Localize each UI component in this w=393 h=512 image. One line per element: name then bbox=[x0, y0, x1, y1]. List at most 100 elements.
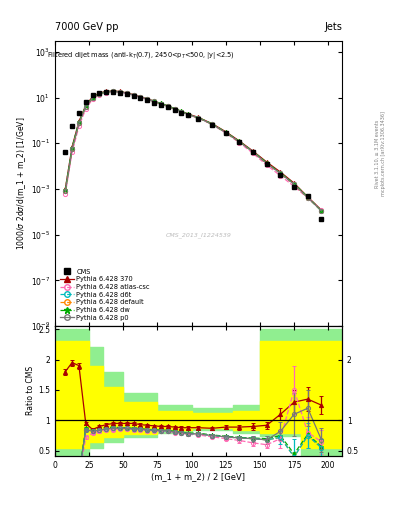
Pythia 6.428 p0 bbox=[251, 149, 255, 155]
Pythia 6.428 dw bbox=[90, 95, 95, 101]
Pythia 6.428 p0 bbox=[224, 130, 228, 136]
Pythia 6.428 default bbox=[172, 106, 177, 112]
Pythia 6.428 d6t bbox=[77, 120, 81, 126]
Pythia 6.428 dw bbox=[251, 148, 255, 155]
Line: Pythia 6.428 p0: Pythia 6.428 p0 bbox=[63, 90, 323, 213]
Pythia 6.428 dw bbox=[319, 208, 324, 214]
Pythia 6.428 370 bbox=[186, 111, 191, 117]
Text: Rivet 3.1.10, ≥ 3.1M events: Rivet 3.1.10, ≥ 3.1M events bbox=[375, 119, 380, 188]
Pythia 6.428 370 bbox=[63, 186, 68, 192]
Pythia 6.428 default bbox=[264, 160, 269, 166]
Pythia 6.428 dw bbox=[152, 98, 156, 104]
Pythia 6.428 p0 bbox=[111, 89, 116, 95]
Pythia 6.428 p0 bbox=[319, 208, 324, 214]
Pythia 6.428 370 bbox=[118, 89, 122, 95]
Pythia 6.428 p0 bbox=[125, 90, 129, 96]
Pythia 6.428 370 bbox=[152, 98, 156, 104]
Pythia 6.428 default bbox=[118, 89, 122, 95]
Pythia 6.428 dw bbox=[292, 181, 296, 187]
Pythia 6.428 d6t bbox=[97, 91, 102, 97]
Pythia 6.428 default bbox=[145, 96, 150, 102]
Pythia 6.428 d6t bbox=[145, 96, 150, 102]
Pythia 6.428 dw bbox=[77, 119, 81, 125]
Pythia 6.428 d6t bbox=[278, 170, 283, 177]
Pythia 6.428 dw bbox=[70, 144, 74, 151]
Pythia 6.428 default bbox=[70, 146, 74, 152]
Pythia 6.428 370 bbox=[305, 194, 310, 200]
Pythia 6.428 dw bbox=[125, 90, 129, 96]
Pythia 6.428 p0 bbox=[145, 96, 150, 102]
Text: Jets: Jets bbox=[324, 23, 342, 32]
Pythia 6.428 default bbox=[186, 112, 191, 118]
Pythia 6.428 atlas-csc bbox=[152, 99, 156, 105]
Pythia 6.428 default bbox=[131, 92, 136, 98]
Pythia 6.428 370 bbox=[237, 138, 242, 144]
Pythia 6.428 p0 bbox=[196, 115, 201, 121]
Y-axis label: Ratio to CMS: Ratio to CMS bbox=[26, 366, 35, 415]
Pythia 6.428 d6t bbox=[118, 89, 122, 95]
Pythia 6.428 370 bbox=[70, 144, 74, 150]
Pythia 6.428 atlas-csc bbox=[237, 140, 242, 146]
Pythia 6.428 d6t bbox=[83, 103, 88, 110]
Pythia 6.428 atlas-csc bbox=[158, 101, 163, 107]
Line: Pythia 6.428 d6t: Pythia 6.428 d6t bbox=[63, 90, 323, 213]
Pythia 6.428 d6t bbox=[224, 130, 228, 136]
Pythia 6.428 d6t bbox=[165, 103, 170, 109]
Pythia 6.428 atlas-csc bbox=[210, 121, 215, 127]
Pythia 6.428 dw bbox=[138, 94, 143, 100]
Pythia 6.428 default bbox=[224, 130, 228, 136]
Pythia 6.428 atlas-csc bbox=[97, 92, 102, 98]
Pythia 6.428 default bbox=[63, 188, 68, 194]
Text: mcplots.cern.ch [arXiv:1306.3436]: mcplots.cern.ch [arXiv:1306.3436] bbox=[381, 111, 386, 196]
Pythia 6.428 atlas-csc bbox=[70, 150, 74, 156]
Pythia 6.428 370 bbox=[83, 102, 88, 109]
Pythia 6.428 atlas-csc bbox=[319, 207, 324, 213]
Pythia 6.428 dw bbox=[111, 88, 116, 94]
Line: Pythia 6.428 atlas-csc: Pythia 6.428 atlas-csc bbox=[63, 90, 323, 212]
Pythia 6.428 default bbox=[196, 115, 201, 121]
Y-axis label: 1000/$\sigma$ 2d$\sigma$/d(m_1 + m_2) [1/GeV]: 1000/$\sigma$ 2d$\sigma$/d(m_1 + m_2) [1… bbox=[15, 117, 28, 250]
Pythia 6.428 370 bbox=[224, 129, 228, 135]
Pythia 6.428 d6t bbox=[305, 195, 310, 201]
Text: CMS_2013_I1224539: CMS_2013_I1224539 bbox=[165, 232, 231, 238]
Pythia 6.428 default bbox=[158, 101, 163, 107]
Pythia 6.428 d6t bbox=[70, 146, 74, 152]
Pythia 6.428 atlas-csc bbox=[165, 103, 170, 110]
Pythia 6.428 p0 bbox=[158, 101, 163, 107]
Pythia 6.428 default bbox=[237, 139, 242, 145]
Pythia 6.428 p0 bbox=[131, 92, 136, 98]
Pythia 6.428 atlas-csc bbox=[278, 173, 283, 179]
Pythia 6.428 p0 bbox=[305, 195, 310, 201]
Pythia 6.428 p0 bbox=[165, 103, 170, 109]
Pythia 6.428 dw bbox=[278, 170, 283, 176]
Pythia 6.428 dw bbox=[264, 160, 269, 166]
Legend: CMS, Pythia 6.428 370, Pythia 6.428 atlas-csc, Pythia 6.428 d6t, Pythia 6.428 de: CMS, Pythia 6.428 370, Pythia 6.428 atla… bbox=[58, 267, 152, 323]
Pythia 6.428 dw bbox=[145, 96, 150, 102]
Pythia 6.428 d6t bbox=[172, 106, 177, 112]
Pythia 6.428 d6t bbox=[186, 112, 191, 118]
Pythia 6.428 p0 bbox=[292, 181, 296, 187]
Pythia 6.428 370 bbox=[179, 108, 184, 114]
Pythia 6.428 dw bbox=[179, 108, 184, 114]
Pythia 6.428 default bbox=[319, 208, 324, 214]
Pythia 6.428 p0 bbox=[83, 103, 88, 110]
Pythia 6.428 dw bbox=[224, 129, 228, 135]
Pythia 6.428 370 bbox=[172, 105, 177, 112]
Pythia 6.428 370 bbox=[264, 159, 269, 165]
Pythia 6.428 default bbox=[152, 98, 156, 104]
Pythia 6.428 atlas-csc bbox=[138, 94, 143, 100]
Pythia 6.428 atlas-csc bbox=[63, 191, 68, 197]
Pythia 6.428 p0 bbox=[186, 112, 191, 118]
Pythia 6.428 370 bbox=[97, 90, 102, 96]
Pythia 6.428 p0 bbox=[278, 170, 283, 177]
Pythia 6.428 dw bbox=[63, 187, 68, 193]
Pythia 6.428 default bbox=[83, 103, 88, 110]
Pythia 6.428 d6t bbox=[264, 160, 269, 166]
Pythia 6.428 dw bbox=[210, 121, 215, 127]
Pythia 6.428 default bbox=[278, 170, 283, 177]
Pythia 6.428 370 bbox=[90, 94, 95, 100]
Pythia 6.428 370 bbox=[165, 103, 170, 109]
Pythia 6.428 p0 bbox=[210, 121, 215, 127]
Pythia 6.428 dw bbox=[83, 103, 88, 109]
Pythia 6.428 dw bbox=[165, 103, 170, 109]
